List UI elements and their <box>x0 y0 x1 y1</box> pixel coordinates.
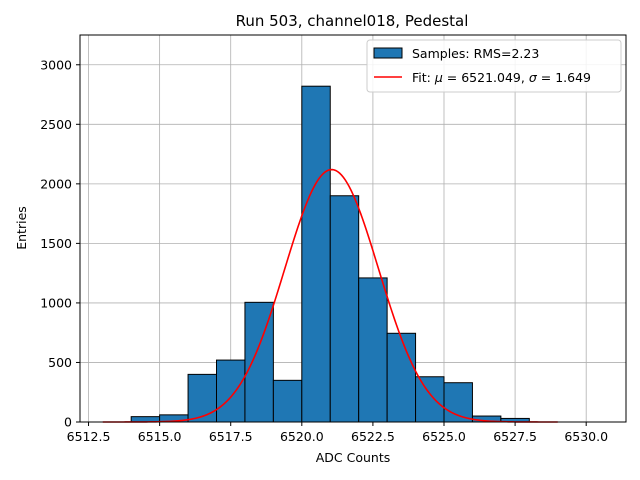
x-tick-label: 6515.0 <box>138 429 182 444</box>
y-tick-label: 0 <box>64 415 72 430</box>
legend-fit-mu-value: 6521.049 <box>461 70 521 85</box>
histogram-bar <box>329 195 360 423</box>
legend: Samples: RMS=2.23 Fit: μ = 6521.049, σ =… <box>366 39 622 93</box>
legend-samples-swatch <box>373 47 403 59</box>
y-axis-label: Entries <box>14 206 29 250</box>
y-tick-label: 500 <box>48 355 72 370</box>
legend-fit-mu-eq: = <box>443 70 461 85</box>
x-tick-label: 6525.0 <box>422 429 466 444</box>
legend-fit-sigma-eq: = <box>537 70 555 85</box>
fit-curve-group <box>102 168 558 423</box>
histogram-bar <box>244 301 274 423</box>
fit-curve <box>102 168 558 423</box>
legend-fit-prefix: Fit: <box>412 70 435 85</box>
x-tick-label: 6520.0 <box>280 429 324 444</box>
y-tick-label: 3000 <box>40 57 72 72</box>
y-tick-label: 1500 <box>40 236 72 251</box>
histogram-bar <box>415 376 445 423</box>
legend-box <box>366 39 622 93</box>
histogram-bar <box>301 85 331 423</box>
legend-samples-label: Samples: RMS=2.23 <box>412 46 539 61</box>
legend-fit-sep: , <box>521 70 529 85</box>
histogram-bars <box>130 85 530 423</box>
axis-ticks: 6512.5 6515.0 6517.5 6520.0 6522.5 6525.0 6527… <box>40 57 608 444</box>
x-axis-label: ADC Counts <box>316 450 391 465</box>
histogram-bar <box>443 382 473 423</box>
legend-fit-mu-symbol: μ <box>434 70 443 85</box>
x-tick-label: 6527.5 <box>493 429 537 444</box>
histogram-bar <box>358 277 388 423</box>
x-tick-label: 6530.0 <box>564 429 608 444</box>
histogram-bar <box>386 332 417 423</box>
x-tick-label: 6512.5 <box>67 429 111 444</box>
legend-fit-sigma-symbol: σ <box>529 70 538 85</box>
y-tick-label: 1000 <box>40 295 72 310</box>
histogram-bar <box>272 379 303 423</box>
plot-frame <box>79 34 627 423</box>
y-tick-label: 2500 <box>40 117 72 132</box>
legend-fit-sigma-value: 1.649 <box>555 70 591 85</box>
y-tick-label: 2000 <box>40 176 72 191</box>
chart-title: Run 503, channel018, Pedestal <box>236 12 469 30</box>
x-tick-label: 6522.5 <box>351 429 395 444</box>
histogram-bar <box>216 359 246 423</box>
x-tick-label: 6517.5 <box>209 429 253 444</box>
histogram-bar <box>187 373 217 423</box>
legend-fit-label: Fit: μ = 6521.049, σ = 1.649 <box>412 70 591 85</box>
